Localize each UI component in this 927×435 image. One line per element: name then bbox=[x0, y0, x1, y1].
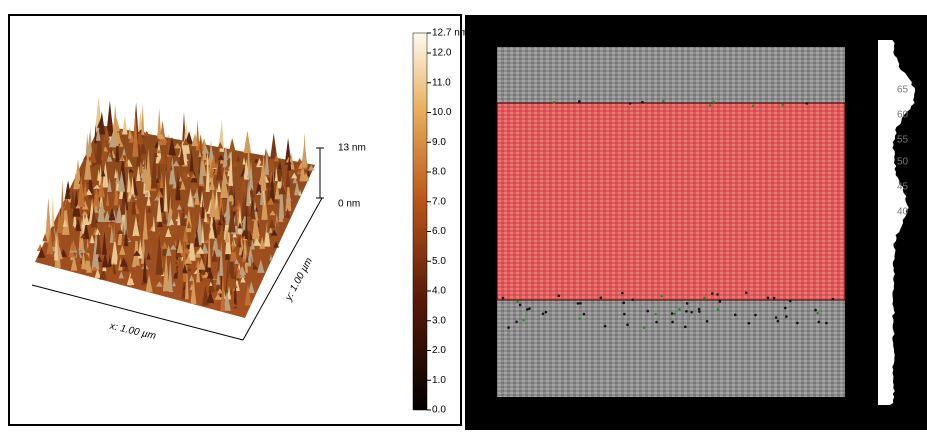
particle bbox=[784, 307, 787, 310]
particle bbox=[654, 313, 657, 316]
particle bbox=[631, 298, 634, 301]
particle bbox=[671, 321, 674, 324]
particle bbox=[519, 304, 522, 307]
particle bbox=[542, 312, 545, 315]
colorbar-label: 12.0 bbox=[432, 48, 452, 59]
particle bbox=[655, 321, 658, 324]
particle bbox=[690, 311, 693, 314]
particle bbox=[684, 326, 687, 329]
particle bbox=[604, 325, 607, 328]
particle bbox=[621, 292, 624, 295]
histogram-label: 50 bbox=[897, 157, 909, 168]
particle bbox=[709, 104, 712, 107]
particle bbox=[717, 308, 720, 311]
colorbar-label: 0.0 bbox=[432, 405, 446, 416]
z-label: 13 nm bbox=[338, 143, 366, 154]
colorbar-label: 4.0 bbox=[432, 286, 446, 297]
particle bbox=[775, 316, 778, 319]
particle bbox=[578, 317, 581, 320]
particle bbox=[716, 293, 719, 296]
particle bbox=[671, 312, 674, 315]
particle bbox=[678, 308, 681, 311]
particle bbox=[686, 302, 689, 305]
particle bbox=[814, 309, 817, 312]
particle bbox=[777, 320, 780, 323]
colorbar-label: 2.0 bbox=[432, 345, 446, 356]
red-region bbox=[497, 103, 845, 300]
particle bbox=[502, 297, 505, 300]
colorbar-label: 8.0 bbox=[432, 167, 446, 178]
particle bbox=[641, 101, 644, 104]
particle bbox=[832, 298, 835, 301]
particle bbox=[816, 312, 819, 315]
particle bbox=[752, 105, 755, 108]
colorbar-label: 10.0 bbox=[432, 107, 452, 118]
particle bbox=[626, 323, 629, 326]
particle bbox=[526, 308, 529, 311]
histogram-label: 55 bbox=[897, 135, 909, 146]
particle bbox=[734, 314, 737, 317]
particle bbox=[623, 313, 626, 316]
particle bbox=[796, 322, 799, 325]
particle bbox=[600, 296, 603, 299]
particle bbox=[698, 308, 701, 311]
particle bbox=[748, 322, 751, 325]
particle bbox=[789, 300, 792, 303]
colorbar-label: 7.0 bbox=[432, 196, 446, 207]
particle bbox=[507, 326, 510, 329]
particle bbox=[662, 100, 665, 103]
particle bbox=[629, 102, 632, 105]
particle bbox=[578, 100, 581, 103]
particle bbox=[579, 302, 582, 305]
histogram-label: 65 bbox=[897, 85, 909, 96]
particle bbox=[516, 300, 519, 303]
colorbar-label: 1.0 bbox=[432, 375, 446, 386]
histogram-label: 45 bbox=[897, 182, 909, 193]
colorbar-label: 12.7 nm bbox=[432, 28, 468, 39]
colorbar-label: 3.0 bbox=[432, 315, 446, 326]
particle bbox=[711, 292, 714, 295]
particle bbox=[719, 300, 722, 303]
particle bbox=[754, 314, 757, 317]
particle bbox=[583, 313, 586, 316]
colorbar-label: 9.0 bbox=[432, 137, 446, 148]
particle bbox=[622, 302, 625, 305]
particle bbox=[806, 102, 809, 105]
particle bbox=[545, 311, 548, 314]
colorbar bbox=[413, 33, 427, 410]
histogram-label: 60 bbox=[897, 110, 909, 121]
particle bbox=[706, 320, 709, 323]
particle bbox=[767, 297, 770, 300]
particle bbox=[773, 297, 776, 300]
particle bbox=[703, 296, 706, 299]
colorbar-label: 11.0 bbox=[432, 77, 451, 88]
colorbar-label: 5.0 bbox=[432, 256, 446, 267]
particle bbox=[785, 315, 788, 318]
histogram-strip bbox=[878, 40, 890, 405]
particle bbox=[817, 321, 820, 324]
particle bbox=[712, 101, 715, 104]
particle bbox=[522, 319, 525, 322]
particle bbox=[685, 310, 688, 313]
histogram-label: 40 bbox=[897, 207, 909, 218]
particle bbox=[643, 326, 646, 329]
particle bbox=[553, 101, 556, 104]
particle bbox=[745, 291, 748, 294]
particle bbox=[660, 295, 663, 298]
particle bbox=[698, 310, 701, 313]
z-label: 0 nm bbox=[338, 199, 360, 210]
particle bbox=[825, 322, 828, 325]
particle bbox=[782, 104, 785, 107]
figure: 13 nm 0 nm x: 1.00 µm y: 1.00 µm 12.7 nm… bbox=[0, 0, 927, 430]
particle bbox=[558, 294, 561, 297]
particle bbox=[515, 321, 518, 324]
particle bbox=[577, 302, 580, 305]
particle bbox=[673, 313, 676, 316]
colorbar-label: 6.0 bbox=[432, 226, 446, 237]
particle bbox=[646, 310, 649, 313]
